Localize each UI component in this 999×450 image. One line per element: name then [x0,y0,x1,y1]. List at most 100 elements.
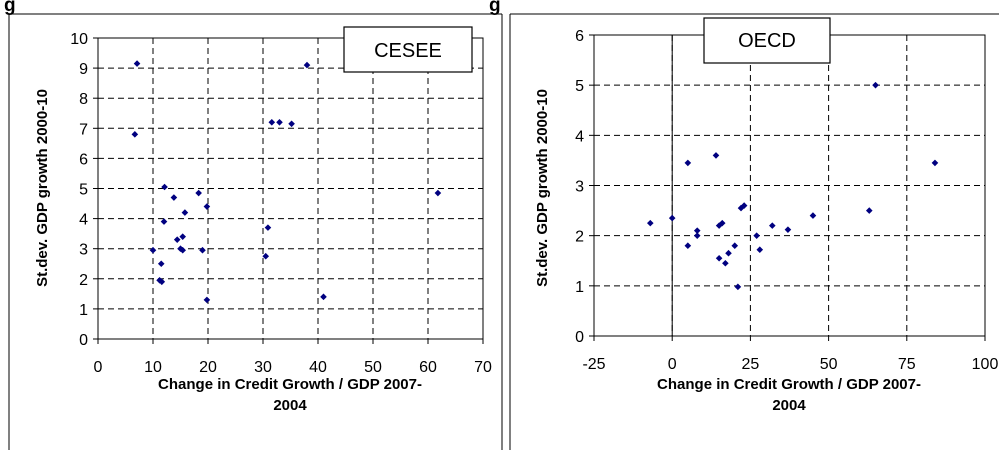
data-point-marker [734,283,742,291]
x-tick-labels: -25 0 25 50 75 100 [582,336,998,373]
data-point-marker [173,236,181,243]
data-point-marker [303,61,311,69]
header-fragment-left: g [4,0,16,16]
x-axis-title-line-1: Change in Credit Growth / GDP 2007- [657,376,921,393]
x-tick-label: -25 [582,356,605,373]
header-fragment-right: g [489,0,501,16]
data-point-marker [872,81,879,89]
y-axis-title: St.dev. GDP growth 2000-10 [534,89,551,287]
x-tick-label: 75 [898,356,916,373]
data-point-marker [203,296,211,304]
data-point-marker [725,249,732,257]
x-tick-label: 70 [474,359,492,376]
y-tick-label: 4 [575,128,584,145]
data-point-marker [203,203,211,210]
x-tick-labels: 0 10 20 30 40 50 60 70 [94,339,492,376]
legend-label: OECD [738,30,796,52]
data-point-marker [179,233,186,240]
x-tick-label: 20 [199,359,217,376]
x-tick-label: 100 [972,356,999,373]
data-point-marker [161,183,168,191]
legend-frame [343,26,473,73]
data-point-marker [712,152,720,159]
data-point-marker [156,277,163,284]
data-point-marker [722,259,729,267]
y-tick-label: 2 [575,229,584,246]
x-tick-label: 25 [742,356,760,373]
y-tick-label: 0 [575,329,584,346]
y-tick-label: 3 [79,242,88,259]
data-point-marker [199,246,206,254]
data-point-marker [718,219,726,227]
data-point-marker [740,202,748,209]
y-tick-labels: 0 1 2 3 4 5 6 [575,28,594,346]
data-point-marker [158,278,166,286]
data-point-marker [195,189,202,197]
legend-frame [703,17,831,64]
data-point-marker [320,293,327,301]
data-point-marker [647,219,654,227]
y-tick-label: 4 [79,212,88,229]
data-point-marker [434,189,442,197]
grid-lines [594,35,985,336]
data-point-marker [753,232,760,239]
y-tick-label: 7 [79,121,88,138]
y-tick-label: 5 [79,182,88,199]
data-point-marker [668,214,676,222]
chart-panel-oecd: 0 1 2 3 4 5 6 -25 0 25 50 75 100 OECD St.dev. GDP g… [509,13,999,450]
data-point-marker [276,118,283,126]
y-tick-label: 6 [79,151,88,168]
y-tick-label: 10 [70,31,88,48]
data-point-marker [268,118,276,126]
data-point-marker [731,242,739,249]
data-point-marker [170,194,178,201]
data-point-marker [768,222,776,229]
x-tick-label: 50 [820,356,838,373]
data-point-marker [288,120,295,128]
data-point-marker [715,222,723,229]
y-tick-label: 3 [575,179,584,196]
grid-lines [98,38,483,339]
x-tick-label: 10 [144,359,162,376]
x-tick-label: 0 [94,359,103,376]
chart-panel-cesee: 0 1 2 3 4 5 6 7 8 9 10 0 10 20 30 40 50 60 70 CESEE St.de… [8,13,503,450]
data-point-marker [809,212,817,219]
x-axis-title-line-2: 2004 [273,397,307,414]
data-point-marker [262,252,270,260]
data-point-marker [160,218,168,225]
legend-box: CESEE [343,26,473,73]
y-tick-label: 1 [575,279,584,296]
data-points [647,81,939,291]
y-tick-labels: 0 1 2 3 4 5 6 7 8 9 10 [70,31,98,349]
x-tick-label: 40 [309,359,327,376]
data-point-marker [715,254,723,262]
data-point-marker [737,204,745,212]
y-tick-label: 1 [79,302,88,319]
y-axis-title: St.dev. GDP growth 2000-10 [34,89,51,287]
data-point-marker [264,224,272,231]
x-tick-label: 0 [668,356,677,373]
data-point-marker [693,227,701,234]
data-point-marker [149,246,157,254]
x-tick-label: 30 [254,359,272,376]
data-point-marker [784,226,792,233]
legend-box: OECD [703,17,831,64]
data-point-marker [693,232,701,239]
data-point-marker [131,131,139,138]
data-point-marker [684,242,692,249]
x-tick-label: 60 [419,359,437,376]
legend-label: CESEE [374,40,442,62]
data-point-marker [684,159,692,167]
y-tick-label: 2 [79,272,88,289]
y-tick-label: 8 [79,91,88,108]
data-point-marker [133,60,141,67]
y-tick-label: 9 [79,61,88,78]
data-points [131,60,442,304]
data-point-marker [181,209,189,216]
x-axis-title-line-1: Change in Credit Growth / GDP 2007- [158,376,422,393]
data-point-marker [756,246,764,254]
data-point-marker [865,207,873,214]
data-point-marker [157,260,165,268]
y-tick-label: 0 [79,332,88,349]
